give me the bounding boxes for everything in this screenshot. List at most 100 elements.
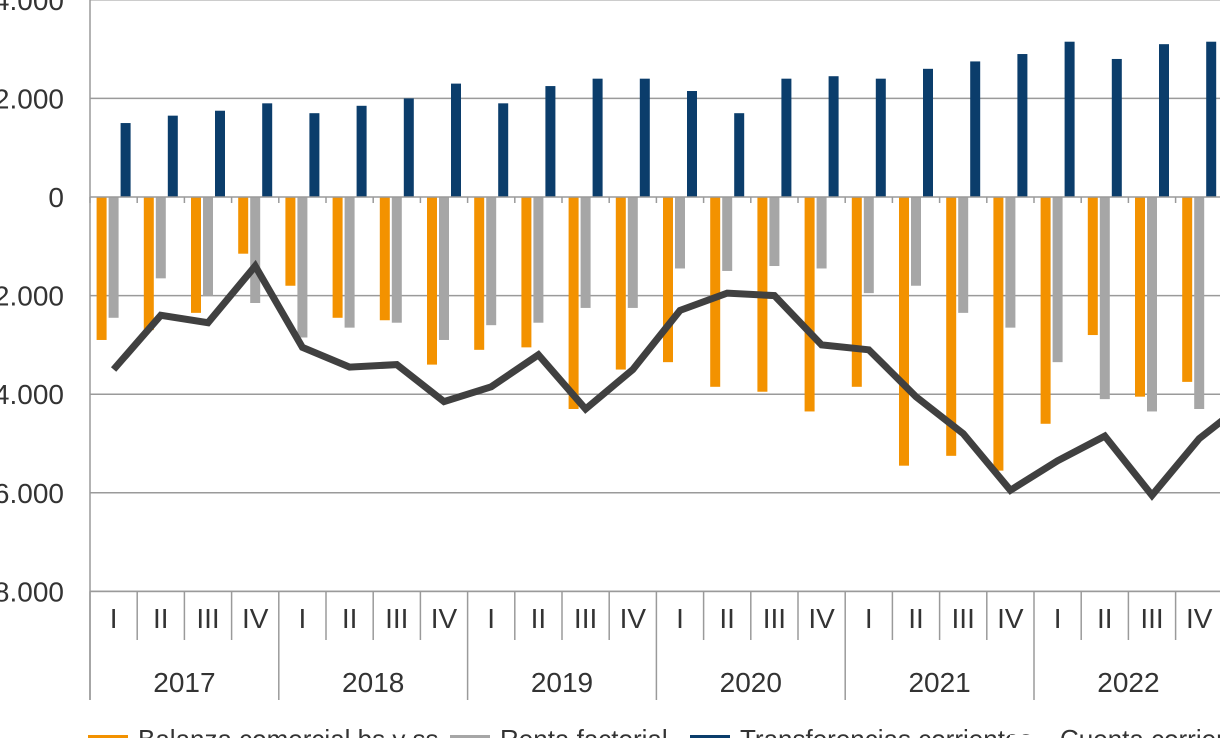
bar-transferencias-corrientes xyxy=(592,78,603,197)
bar-balanza-comercial-bs-y-ss xyxy=(474,197,485,350)
y-tick-label: -4.000 xyxy=(0,379,64,410)
y-tick-label: -8.000 xyxy=(0,576,64,607)
year-label: 2018 xyxy=(342,667,404,698)
bar-renta-factorial xyxy=(1147,197,1157,412)
bar-renta-factorial xyxy=(816,197,827,269)
y-tick-label: 2.000 xyxy=(0,83,64,114)
bar-balanza-comercial-bs-y-ss xyxy=(663,197,673,363)
bar-transferencias-corrientes xyxy=(403,98,414,197)
bar-transferencias-corrientes xyxy=(545,86,556,197)
x-tick-label: IV xyxy=(620,603,647,634)
bar-balanza-comercial-bs-y-ss xyxy=(851,197,862,387)
bar-transferencias-corrientes xyxy=(970,61,981,197)
x-tick-label: II xyxy=(1097,603,1113,634)
x-tick-label: I xyxy=(110,603,118,634)
bar-transferencias-corrientes xyxy=(262,103,273,197)
bar-balanza-comercial-bs-y-ss xyxy=(143,197,154,331)
legend-label: Balanza comercial bs y ss xyxy=(138,724,439,738)
bar-balanza-comercial-bs-y-ss xyxy=(427,197,437,365)
bar-balanza-comercial-bs-y-ss xyxy=(1087,197,1098,336)
bar-renta-factorial xyxy=(863,197,874,294)
bar-transferencias-corrientes xyxy=(734,113,745,197)
bar-renta-factorial xyxy=(486,197,497,326)
bar-transferencias-corrientes xyxy=(1017,54,1028,197)
bar-renta-factorial xyxy=(1052,197,1063,363)
bar-balanza-comercial-bs-y-ss xyxy=(379,197,390,321)
bar-balanza-comercial-bs-y-ss xyxy=(1040,197,1051,424)
bar-transferencias-corrientes xyxy=(215,110,225,197)
x-tick-label: I xyxy=(1054,603,1062,634)
x-tick-label: IV xyxy=(431,603,458,634)
bar-renta-factorial xyxy=(911,197,921,286)
legend: Balanza comercial bs y ss Renta factorial… xyxy=(88,724,1220,738)
x-tick-label: II xyxy=(531,603,547,634)
legend-label: Renta factorial xyxy=(500,724,668,738)
y-tick-label: -2.000 xyxy=(0,281,64,312)
x-tick-label: I xyxy=(865,603,873,634)
x-tick-label: I xyxy=(299,603,307,634)
bar-renta-factorial xyxy=(1099,197,1110,400)
bar-transferencias-corrientes xyxy=(828,76,839,197)
y-tick-label: 0 xyxy=(48,182,64,213)
bar-balanza-comercial-bs-y-ss xyxy=(946,197,957,456)
x-tick-label: II xyxy=(342,603,358,634)
bar-balanza-comercial-bs-y-ss xyxy=(238,197,249,254)
bar-transferencias-corrientes xyxy=(1206,41,1217,197)
current-account-line xyxy=(110,259,1220,501)
bar-balanza-comercial-bs-y-ss xyxy=(285,197,296,286)
bar-renta-factorial xyxy=(155,197,166,279)
bar-transferencias-corrientes xyxy=(498,103,509,197)
bar-transferencias-corrientes xyxy=(1111,58,1122,198)
bar-transferencias-corrientes xyxy=(1159,44,1169,197)
y-axis: -8.000 -6.000 -4.000 -2.000 0 2.000 4.000 xyxy=(0,0,91,700)
bar-transferencias-corrientes xyxy=(687,91,697,197)
x-axis: I II III IV I II III IV I II III IV I II III IV I II III IV… xyxy=(89,590,1220,700)
year-label: 2019 xyxy=(531,667,593,698)
bar-transferencias-corrientes xyxy=(120,123,131,197)
y-tick-label: -6.000 xyxy=(0,478,64,509)
bar-renta-factorial xyxy=(627,197,638,308)
year-label: 2020 xyxy=(720,667,782,698)
x-tick-label: I xyxy=(487,603,495,634)
legend-label: Cuenta corriente xyxy=(1060,724,1220,738)
x-tick-label: IV xyxy=(242,603,269,634)
bar-transferencias-corrientes xyxy=(451,83,461,197)
x-tick-label: IV xyxy=(808,603,835,634)
bar-renta-factorial xyxy=(1005,197,1016,328)
bar-renta-factorial xyxy=(391,197,402,323)
bars xyxy=(96,41,1217,471)
bar-renta-factorial xyxy=(297,197,308,338)
bar-transferencias-corrientes xyxy=(1064,41,1075,197)
bar-renta-factorial xyxy=(1194,197,1205,409)
bar-balanza-comercial-bs-y-ss xyxy=(191,197,201,313)
x-tick-label: III xyxy=(574,603,597,634)
bar-renta-factorial xyxy=(722,197,733,271)
bar-renta-factorial xyxy=(250,197,261,303)
x-tick-label: II xyxy=(153,603,169,634)
x-tick-label: III xyxy=(1140,603,1163,634)
bar-balanza-comercial-bs-y-ss xyxy=(993,197,1004,471)
bar-balanza-comercial-bs-y-ss xyxy=(96,197,107,340)
bar-balanza-comercial-bs-y-ss xyxy=(1135,197,1145,397)
bar-transferencias-corrientes xyxy=(781,78,792,197)
bar-renta-factorial xyxy=(203,197,213,296)
bar-balanza-comercial-bs-y-ss xyxy=(568,197,579,409)
bar-transferencias-corrientes xyxy=(639,78,650,197)
bar-renta-factorial xyxy=(675,197,685,269)
bar-balanza-comercial-bs-y-ss xyxy=(332,197,343,318)
bar-transferencias-corrientes xyxy=(309,113,320,197)
bar-balanza-comercial-bs-y-ss xyxy=(521,197,532,348)
x-tick-label: II xyxy=(908,603,924,634)
year-label: 2021 xyxy=(908,667,970,698)
year-label: 2022 xyxy=(1097,667,1159,698)
year-label: 2017 xyxy=(153,667,215,698)
bar-transferencias-corrientes xyxy=(167,115,178,197)
bar-balanza-comercial-bs-y-ss xyxy=(1182,197,1193,382)
bar-transferencias-corrientes xyxy=(923,68,933,197)
bar-renta-factorial xyxy=(533,197,544,323)
x-tick-label: III xyxy=(196,603,219,634)
x-tick-label: II xyxy=(719,603,735,634)
line-cuenta-corriente xyxy=(110,259,1220,501)
bar-renta-factorial xyxy=(769,197,780,267)
